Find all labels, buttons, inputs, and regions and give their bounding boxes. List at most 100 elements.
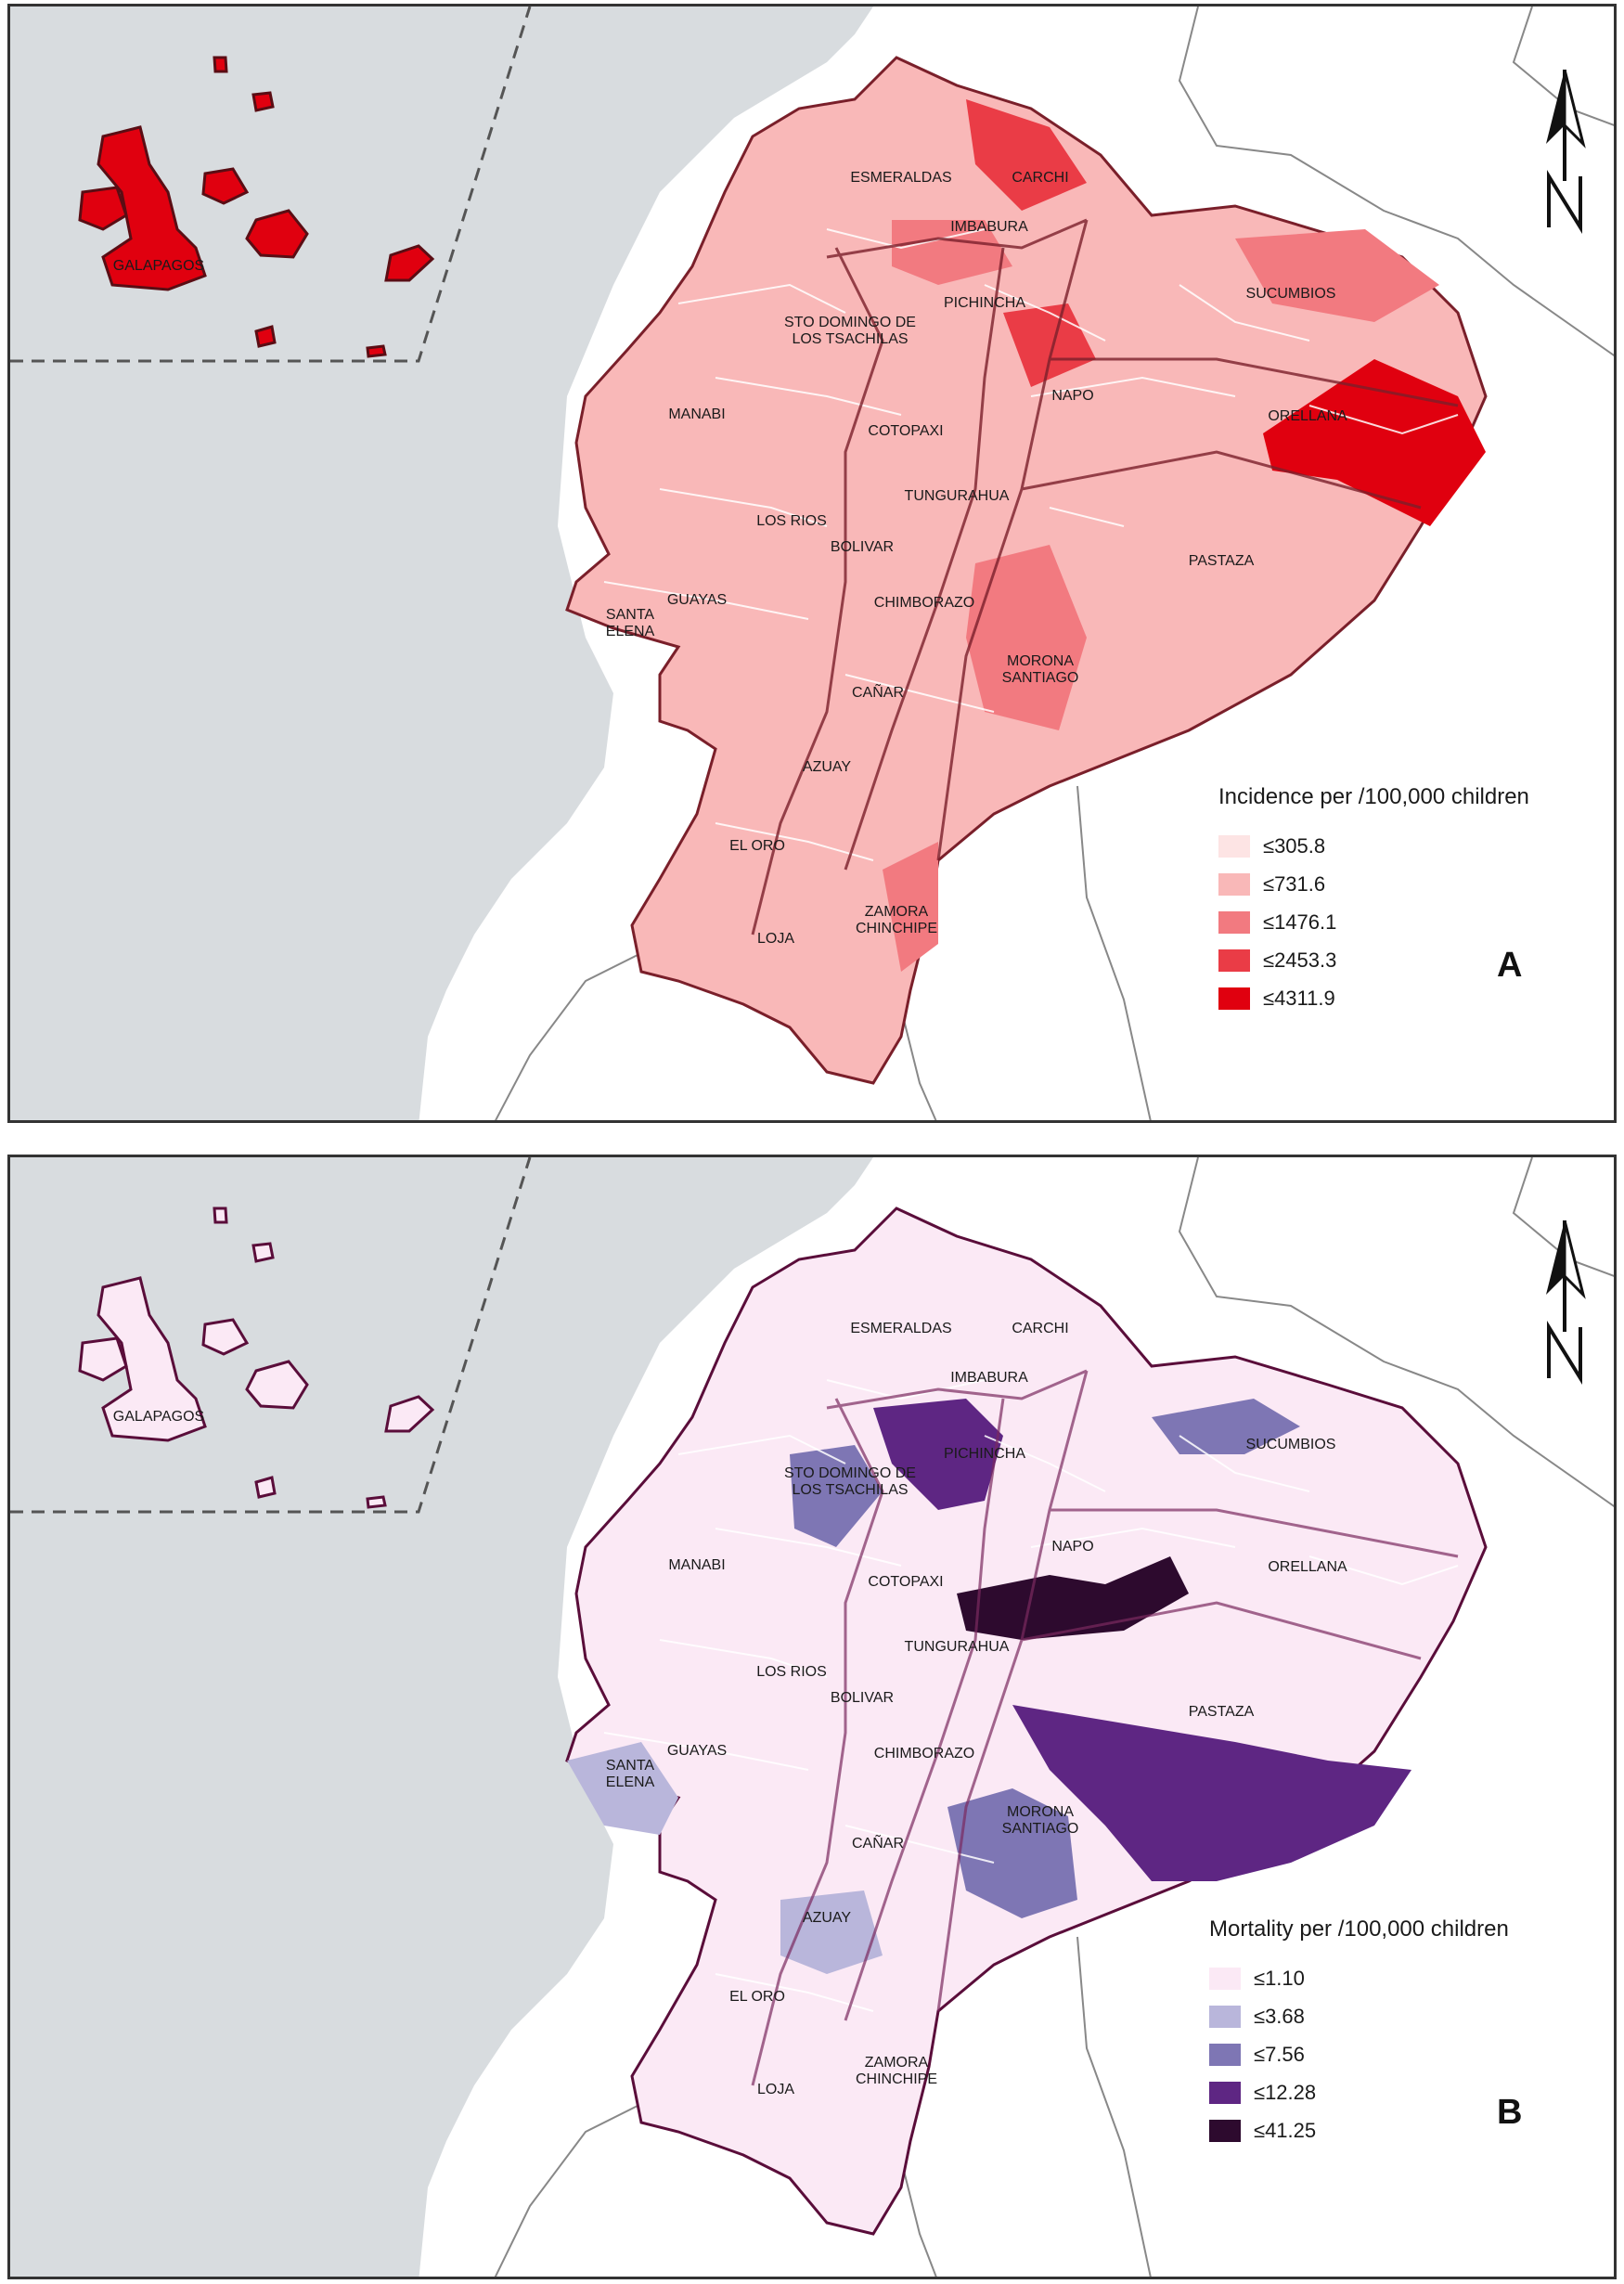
province-label: CAÑAR — [851, 685, 905, 701]
colombia-border-line — [1178, 1157, 1614, 1508]
province-label: COTOPAXI — [868, 423, 944, 439]
santa-cruz-island — [245, 1360, 309, 1410]
province-label: LOS RIOS — [756, 1664, 827, 1680]
province-label: NAPO — [1051, 388, 1094, 404]
galapagos-islands — [78, 1207, 435, 1509]
province-label: MORONA SANTIAGO — [1001, 653, 1079, 686]
province-label: CAÑAR — [851, 1836, 905, 1852]
galapagos-inset-border — [10, 6, 532, 363]
fernandina-island — [78, 186, 128, 231]
mortality-legend: Mortality per /100,000 children ≤1.10 ≤3.… — [1209, 1916, 1509, 2149]
province-label: MANABI — [668, 406, 726, 422]
province-label: GALAPAGOS — [112, 258, 205, 274]
legend-swatch — [1209, 2043, 1241, 2066]
north-arrow-icon — [1546, 1220, 1586, 1386]
legend-swatch — [1218, 872, 1250, 896]
province-label: ZAMORA CHINCHIPE — [855, 2055, 938, 2087]
pichincha-high-area — [873, 1399, 1003, 1510]
province-label: PICHINCHA — [943, 1446, 1026, 1462]
province-label: AZUAY — [802, 759, 852, 775]
carchi-high-area — [966, 99, 1087, 211]
province-label: PASTAZA — [1188, 1704, 1255, 1720]
legend-swatch — [1218, 910, 1250, 934]
legend-item: ≤4311.9 — [1218, 979, 1529, 1017]
incidence-map — [10, 6, 1614, 1120]
legend-swatch — [1218, 834, 1250, 858]
province-label: MORONA SANTIAGO — [1001, 1804, 1079, 1837]
province-label: SANTA ELENA — [605, 1758, 655, 1790]
legend-item: ≤731.6 — [1218, 865, 1529, 903]
province-label: EL ORO — [729, 1989, 785, 2005]
province-label: ESMERALDAS — [850, 170, 952, 186]
espanola-island — [366, 344, 387, 358]
floreana-island — [254, 325, 277, 348]
legend-label: ≤1.10 — [1254, 1966, 1305, 1990]
legend-label: ≤4311.9 — [1263, 986, 1335, 1010]
province-label: STO DOMINGO DE LOS TSACHILAS — [784, 1465, 916, 1498]
pinta-island — [213, 56, 228, 73]
province-label: AZUAY — [802, 1910, 852, 1926]
pastaza-high-area — [1012, 1705, 1411, 1881]
marchena-island — [251, 91, 275, 112]
legend-title: Incidence per /100,000 children — [1218, 784, 1529, 809]
imbabura-mid-area — [892, 220, 1012, 285]
mortality-map-panel: GALAPAGOS ESMERALDAS CARCHI IMBABURA PICHINC… — [7, 1155, 1617, 2279]
province-label: CARCHI — [1012, 170, 1069, 186]
santiago-island — [201, 167, 250, 205]
legend-label: ≤1476.1 — [1263, 910, 1337, 934]
legend-items: ≤1.10 ≤3.68 ≤7.56 ≤12.28 ≤41.25 — [1209, 1959, 1509, 2149]
santa-elena-low-area — [567, 1742, 678, 1835]
panel-letter: A — [1497, 946, 1523, 985]
panel-letter: B — [1497, 2093, 1523, 2132]
legend-swatch — [1218, 987, 1250, 1010]
peru-border-line — [494, 1936, 1152, 2277]
legend-item: ≤1476.1 — [1218, 903, 1529, 941]
morona-mid-area — [947, 1788, 1077, 1918]
province-label: SUCUMBIOS — [1245, 1437, 1336, 1452]
incidence-map-panel: GALAPAGOS ESMERALDAS CARCHI IMBABURA PICHINC… — [7, 4, 1617, 1123]
province-label: GALAPAGOS — [112, 1409, 205, 1425]
legend-item: ≤7.56 — [1209, 2035, 1509, 2073]
province-label: PASTAZA — [1188, 553, 1255, 569]
province-label: COTOPAXI — [868, 1574, 944, 1590]
legend-label: ≤7.56 — [1254, 2042, 1305, 2066]
province-label: NAPO — [1051, 1539, 1094, 1555]
legend-item: ≤12.28 — [1209, 2073, 1509, 2111]
legend-label: ≤3.68 — [1254, 2004, 1305, 2028]
san-cristobal-island — [384, 244, 435, 282]
legend-label: ≤2453.3 — [1263, 948, 1337, 972]
sto-domingo-mid-area — [790, 1445, 883, 1547]
incidence-legend: Incidence per /100,000 children ≤305.8 ≤7… — [1218, 784, 1529, 1017]
north-arrow-icon — [1546, 70, 1586, 235]
legend-item: ≤2453.3 — [1218, 941, 1529, 979]
legend-label: ≤41.25 — [1254, 2118, 1317, 2142]
province-borders — [751, 218, 1459, 936]
province-label: LOJA — [756, 931, 795, 947]
province-label: TUNGURAHUA — [904, 1639, 1010, 1655]
isabela-island — [97, 125, 207, 291]
province-label: SANTA ELENA — [605, 607, 655, 639]
santiago-island — [201, 1318, 250, 1356]
province-label: IMBABURA — [950, 219, 1028, 235]
legend-swatch — [1209, 2119, 1241, 2142]
province-lines — [603, 1379, 1459, 2012]
floreana-island — [254, 1476, 277, 1499]
legend-item: ≤305.8 — [1218, 827, 1529, 865]
legend-swatch — [1209, 2005, 1241, 2028]
province-label: GUAYAS — [666, 592, 728, 608]
province-label: GUAYAS — [666, 1743, 728, 1759]
zamora-mid-area — [883, 842, 938, 972]
legend-items: ≤305.8 ≤731.6 ≤1476.1 ≤2453.3 ≤4311.9 — [1218, 827, 1529, 1017]
province-label: CHIMBORAZO — [873, 595, 975, 611]
province-label: STO DOMINGO DE LOS TSACHILAS — [784, 315, 916, 347]
santa-cruz-island — [245, 209, 309, 259]
san-cristobal-island — [384, 1395, 435, 1433]
colombia-border-line — [1178, 6, 1614, 357]
morona-mid-area — [966, 545, 1087, 730]
pinta-island — [213, 1207, 228, 1224]
ocean — [10, 1157, 873, 2277]
province-label: IMBABURA — [950, 1370, 1028, 1386]
province-label: LOS RIOS — [756, 513, 827, 529]
ocean — [10, 6, 873, 1120]
legend-swatch — [1218, 948, 1250, 972]
